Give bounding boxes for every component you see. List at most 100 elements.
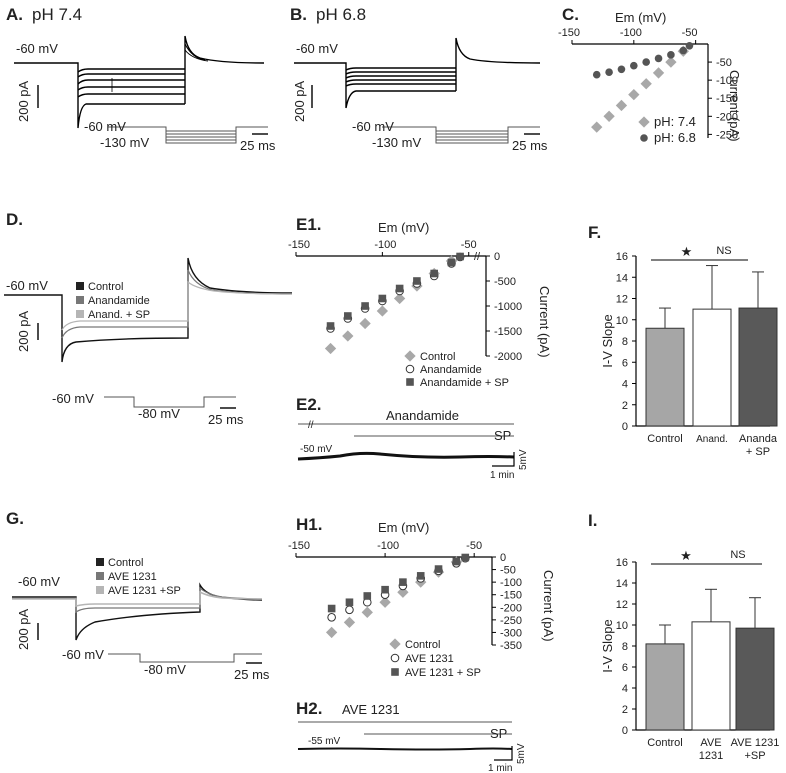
y-tick-label: -50 bbox=[500, 565, 516, 577]
panel-a-hold-label: -60 mV bbox=[16, 41, 58, 56]
x-tick-label: -150 bbox=[288, 540, 310, 552]
bar bbox=[735, 627, 775, 731]
panel-b-voltage-protocol bbox=[382, 126, 540, 144]
chart-c: C. -150 -100 -50 -50 -100 -150 -200 -250 Em (mV) C… bbox=[558, 5, 742, 145]
y-tick-label: 16 bbox=[616, 557, 628, 569]
chart-i: I. 0 2 4 6 8 10 12 14 16 I-V Slope Control AVE 1231 AV… bbox=[588, 511, 779, 762]
legend-label: Anandamide + SP bbox=[420, 377, 509, 389]
data-point bbox=[345, 605, 354, 615]
data-point bbox=[591, 121, 603, 133]
y-tick-label: -250 bbox=[716, 129, 738, 141]
data-point bbox=[326, 322, 335, 330]
panel-d-hold-label: -60 mV bbox=[6, 278, 48, 293]
data-point bbox=[325, 626, 338, 639]
panel-a-scale-x-label: 25 ms bbox=[240, 138, 276, 153]
y-tick-label: -50 bbox=[716, 57, 732, 69]
panel-g-scale-y-label: 200 pA bbox=[16, 608, 31, 650]
bar bbox=[692, 308, 732, 427]
panel-e2-scale-y-label: 5mV bbox=[518, 449, 529, 470]
panel-g-label: G. bbox=[6, 509, 24, 528]
ns-label: NS bbox=[730, 549, 745, 561]
legend-marker bbox=[406, 378, 414, 386]
panel-h2-scale-x-label: 1 min bbox=[488, 763, 512, 773]
legend-label-control: Control bbox=[88, 281, 123, 293]
data-point bbox=[640, 78, 652, 90]
x-tick-label: -50 bbox=[682, 27, 698, 39]
panel-b-title: pH 6.8 bbox=[316, 5, 366, 24]
data-point bbox=[642, 58, 650, 66]
legend-swatch-ave-sp bbox=[96, 586, 104, 594]
legend-label: Control bbox=[420, 351, 455, 363]
y-tick-label: 0 bbox=[622, 421, 628, 433]
data-point bbox=[379, 596, 391, 608]
x-tick-label: -100 bbox=[620, 27, 642, 39]
data-point bbox=[452, 557, 461, 566]
legend-label-ave-sp: AVE 1231 +SP bbox=[108, 585, 181, 597]
panel-b-scale-y-label: 200 pA bbox=[292, 80, 307, 122]
panel-g-voltage-protocol bbox=[108, 653, 262, 663]
panel-g-step-from-label: -60 mV bbox=[62, 647, 104, 662]
y-tick-label: -2000 bbox=[494, 351, 522, 363]
data-point bbox=[679, 46, 688, 55]
legend-marker bbox=[404, 350, 416, 362]
panel-h2-hold-label: -55 mV bbox=[308, 736, 341, 747]
data-point bbox=[361, 606, 373, 618]
legend-marker bbox=[391, 668, 399, 676]
y-tick-label: 0 bbox=[622, 725, 628, 737]
panel-e2: E2. Anandamide // SP -50 mV 5mV 1 min bbox=[296, 395, 529, 481]
legend-marker bbox=[638, 116, 650, 128]
bar bbox=[645, 643, 685, 731]
y-tick-label: -1500 bbox=[494, 326, 522, 338]
category-label: Control bbox=[647, 433, 682, 445]
axis-break-mark: // bbox=[308, 420, 314, 431]
legend-label: AVE 1231 + SP bbox=[405, 667, 481, 679]
data-point bbox=[630, 61, 638, 70]
y-tick-label: 10 bbox=[616, 315, 628, 327]
legend-swatch-anandamide bbox=[76, 296, 84, 304]
panel-b-hold-label: -60 mV bbox=[296, 41, 338, 56]
y-tick-label: 14 bbox=[616, 272, 628, 284]
chart-h1: H1.-150 -100 -500-50-100-150-200-250-300-3… bbox=[288, 515, 556, 679]
x-axis-title: Em (mV) bbox=[378, 520, 429, 535]
y-tick-label: 8 bbox=[622, 641, 628, 653]
legend-label: AVE 1231 bbox=[405, 653, 454, 665]
data-point bbox=[395, 284, 404, 293]
panel-e2-drug-label: Anandamide bbox=[386, 408, 459, 423]
panel-d-step-from-label: -60 mV bbox=[52, 391, 94, 406]
significance-star: ★ bbox=[680, 548, 692, 563]
legend-swatch-ave bbox=[96, 572, 104, 580]
y-tick-label: -300 bbox=[500, 627, 522, 639]
panel-b-scale-y: 200 pA bbox=[292, 80, 313, 122]
ns-label: NS bbox=[716, 245, 731, 257]
data-point bbox=[397, 586, 409, 598]
data-point bbox=[327, 604, 336, 613]
x-tick-label: -100 bbox=[374, 239, 396, 251]
data-point bbox=[628, 88, 640, 101]
y-tick-label: 2 bbox=[622, 704, 628, 716]
panel-e2-sp-label: SP bbox=[494, 428, 511, 443]
panel-g-hold-label: -60 mV bbox=[18, 574, 60, 589]
panel-h2-sp-label: SP bbox=[490, 726, 507, 741]
panel-a-scale-y-label: 200 pA bbox=[16, 80, 31, 122]
y-tick-label: -100 bbox=[500, 577, 522, 589]
panel-a-current-traces bbox=[14, 35, 265, 129]
y-tick-label: 0 bbox=[500, 552, 506, 564]
data-point bbox=[399, 578, 407, 586]
panel-d-label: D. bbox=[6, 210, 23, 229]
panel-d-scale-y-label: 200 pA bbox=[16, 310, 31, 352]
legend-label-control: Control bbox=[108, 557, 143, 569]
legend-marker bbox=[390, 653, 400, 663]
data-point bbox=[327, 613, 336, 622]
significance-star: ★ bbox=[681, 244, 693, 259]
panel-e2-label: E2. bbox=[296, 395, 322, 414]
y-tick-label: -500 bbox=[494, 276, 516, 288]
y-tick-label: -100 bbox=[716, 75, 738, 87]
data-point bbox=[654, 54, 663, 63]
legend-marker bbox=[389, 638, 401, 650]
panel-g-step-to-label: -80 mV bbox=[144, 662, 186, 677]
panel-g-legend: Control AVE 1231 AVE 1231 +SP bbox=[96, 557, 181, 597]
data-point bbox=[344, 312, 352, 320]
legend-label-anandamide: Anandamide bbox=[88, 295, 150, 307]
legend-label: Control bbox=[405, 639, 440, 651]
